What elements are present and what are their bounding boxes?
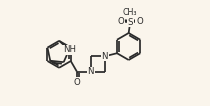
Text: N: N (88, 67, 94, 76)
Text: S: S (127, 18, 133, 27)
Text: O: O (118, 17, 124, 26)
Text: NH: NH (63, 45, 76, 54)
Text: O: O (136, 17, 143, 26)
Text: CH₃: CH₃ (123, 8, 137, 17)
Text: N: N (101, 52, 108, 61)
Text: O: O (74, 78, 80, 87)
